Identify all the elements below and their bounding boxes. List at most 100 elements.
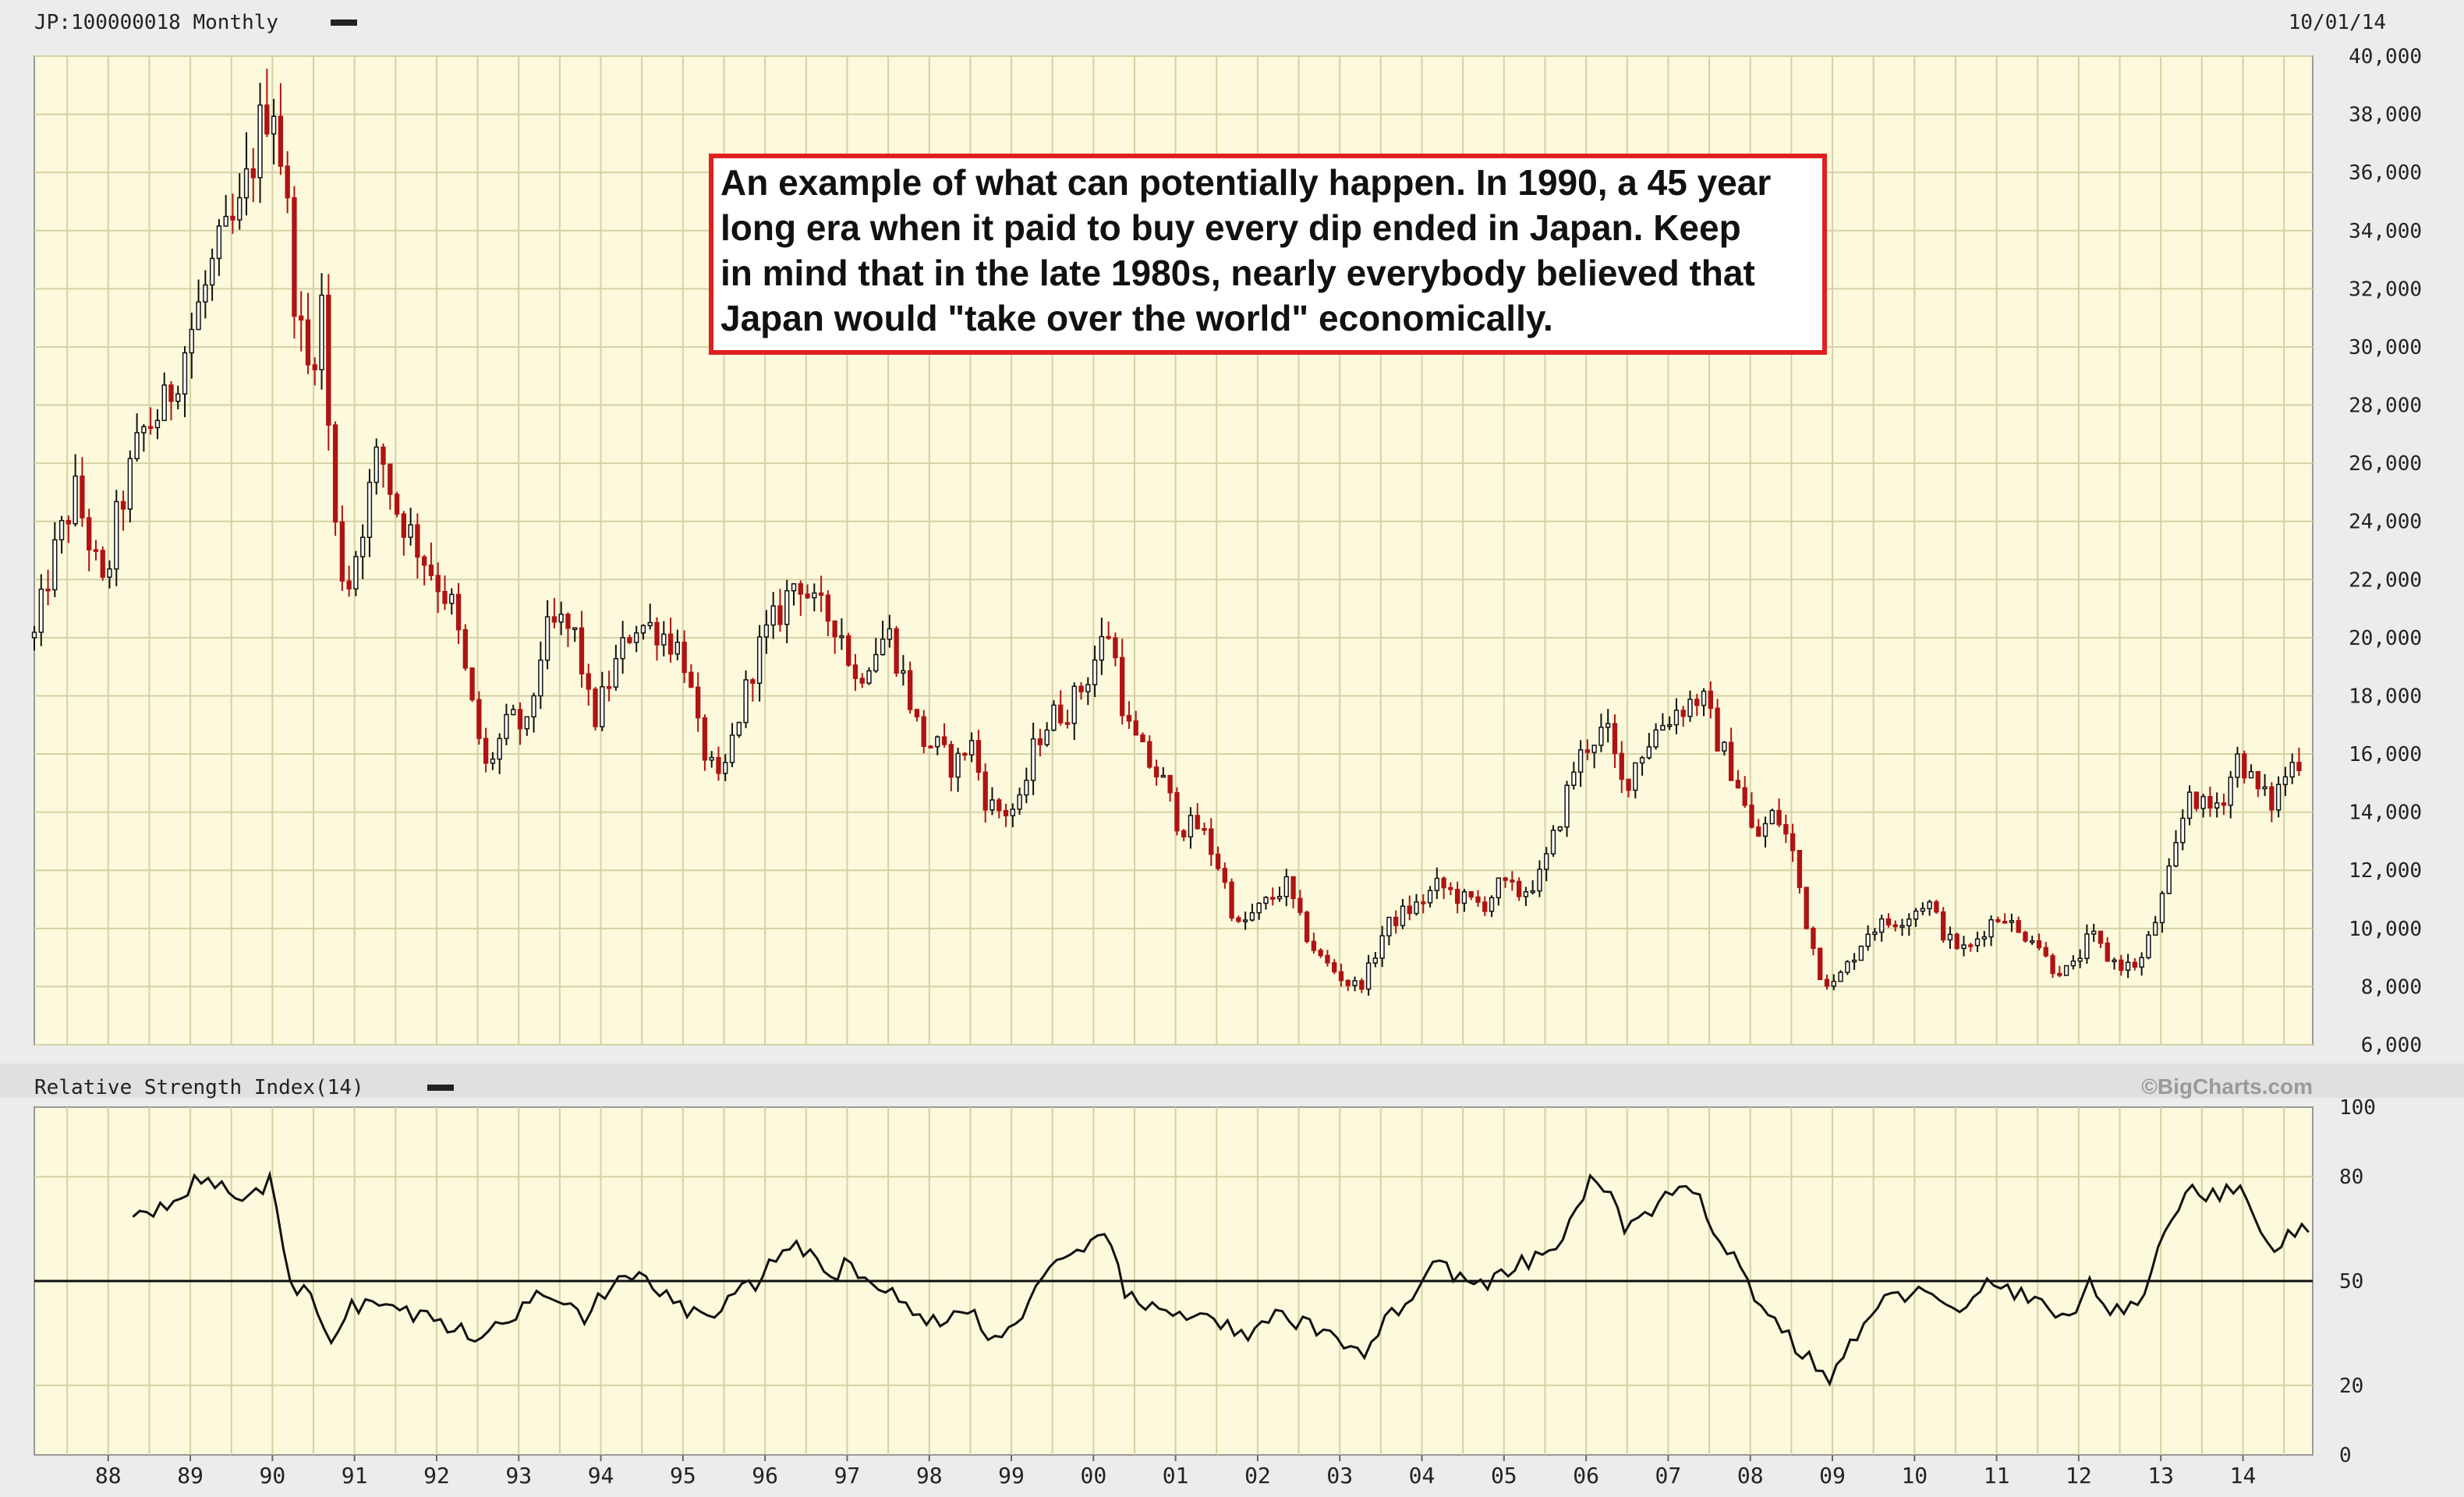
candle-body [544,616,551,661]
candle-body [852,664,859,679]
candle-body [278,115,284,167]
price-candles [31,69,2302,996]
candle-body [148,426,154,430]
candle-body [1804,887,1809,929]
candle-body [1071,685,1077,724]
candle-body [1174,791,1180,832]
candle-body [73,475,78,525]
candle-body [1584,749,1591,753]
price-y-tick-label: 24,000 [2349,511,2422,534]
rsi-y-axis: 0 20 50 80 100 [2339,1096,2376,1467]
candle-body [2070,960,2076,967]
x-tick-label: 03 [1326,1463,1353,1488]
price-y-tick-label: 16,000 [2349,743,2422,766]
candle-body [1523,890,1529,897]
candle-body [1660,724,1666,731]
candle-body [901,670,906,674]
candle-body [756,636,763,684]
candle-body [1242,919,1248,922]
candle-body [1222,868,1227,883]
candle-body [1571,771,1577,786]
candle-body [613,657,619,688]
candle-body [1188,815,1194,838]
candle-body [1365,962,1372,990]
candle-body [805,593,810,599]
x-tick-label: 99 [998,1463,1025,1488]
candle-body [873,653,879,672]
price-y-tick-label: 40,000 [2349,45,2422,69]
candle-body [1352,980,1358,986]
candle-body [1557,826,1563,831]
candle-body [2016,920,2021,933]
candle-body [558,614,564,623]
candle-body [1379,935,1385,959]
candle-body [2235,753,2240,778]
candle-body [1140,734,1145,743]
candle-body [1851,959,1857,963]
candle-body [1030,738,1036,781]
x-tick-label: 91 [342,1463,368,1488]
candle-body [230,215,235,221]
candle-body [1838,971,1843,982]
candle-body [935,736,940,748]
candle-body [1133,720,1138,736]
candle-body [2186,791,2193,819]
candle-body [1263,897,1269,904]
candle-body [1968,944,1974,947]
candle-body [716,756,721,774]
candle-body [812,592,817,599]
candle-body [2077,957,2083,962]
candle-body [723,762,728,774]
annotation-box: An example of what can potentially happe… [709,154,1827,355]
annotation-line-2: long era when it paid to buy every dip e… [720,207,1741,248]
candle-body [1845,961,1850,973]
annotation-line-4: Japan would "take over the world" econom… [720,298,1553,338]
x-tick-label: 00 [1080,1463,1106,1488]
candle-body [87,517,92,550]
candle-body [511,709,516,716]
candle-body [948,744,954,778]
candle-body [654,621,660,646]
candle-body [1824,979,1830,987]
rsi-header-bar [0,1063,2464,1098]
candle-body [299,315,304,321]
candle-body [1619,752,1624,780]
candle-body [2262,786,2268,790]
candle-body [2057,972,2062,976]
candle-body [285,165,290,199]
x-tick-label: 89 [177,1463,204,1488]
x-tick-label: 10 [1901,1463,1928,1488]
candle-body [1106,635,1111,639]
price-y-tick-label: 12,000 [2349,859,2422,883]
candle-body [551,616,558,623]
x-tick-label: 04 [1409,1463,1436,1488]
candle-body [1550,830,1556,855]
candle-body [1708,690,1713,710]
candle-body [1544,853,1549,870]
candle-body [2248,770,2254,779]
candle-body [586,673,591,690]
candle-body [565,614,571,629]
candle-body [339,521,345,582]
candle-body [2146,934,2151,958]
candle-body [1633,762,1638,791]
candle-body [1393,916,1399,926]
candle-body [859,678,865,684]
candle-body [1940,911,1946,941]
candle-body [1256,902,1262,914]
candle-body [763,624,770,638]
candle-body [695,686,701,719]
candle-body [1913,910,1919,920]
candle-body [1126,714,1132,722]
candle-body [1338,971,1344,982]
candle-body [1236,917,1241,922]
candle-body [2282,776,2289,785]
candle-body [736,721,742,736]
candle-body [1010,809,1015,816]
candle-body [38,588,44,633]
candle-body [107,568,112,578]
candle-body [209,257,215,286]
candle-body [1427,890,1433,904]
candle-body [1359,980,1365,990]
symbol-label: JP:100000018 Monthly [34,11,278,34]
